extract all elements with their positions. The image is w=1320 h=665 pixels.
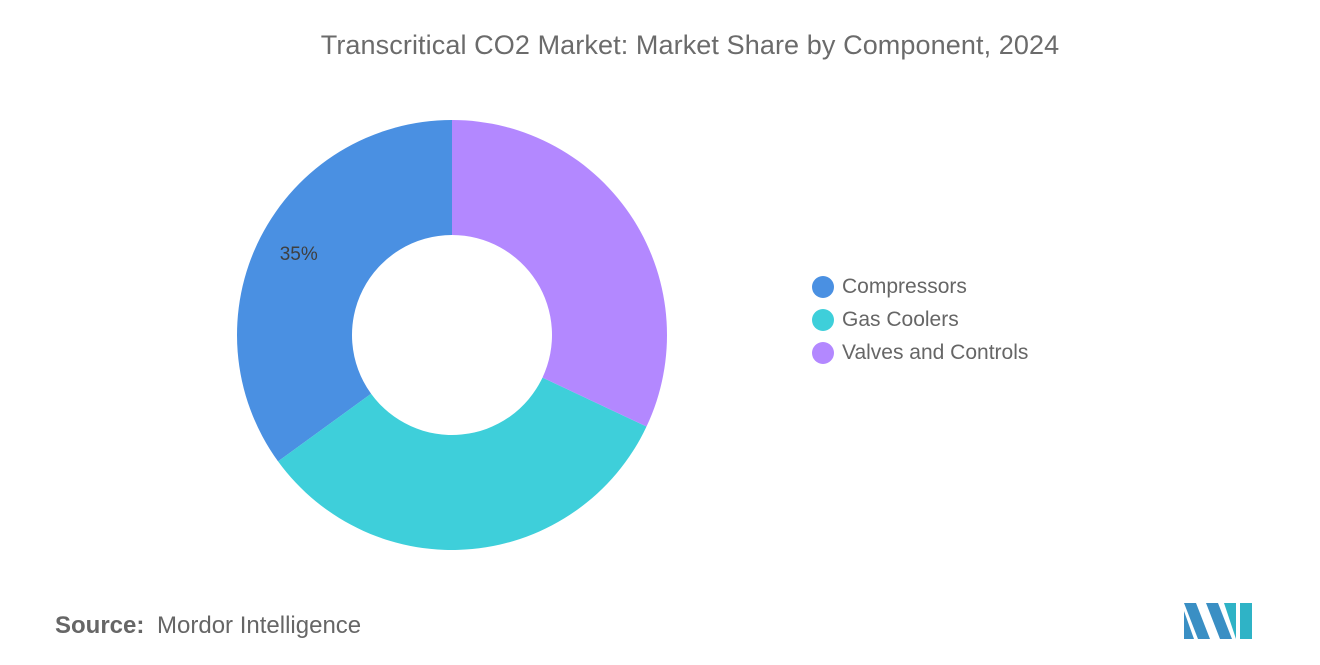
legend-swatch-gas-coolers bbox=[812, 308, 834, 331]
source-prefix: Source: bbox=[55, 612, 145, 639]
legend-swatch-valves-and-controls bbox=[812, 341, 834, 364]
slice-compressors bbox=[236, 120, 452, 462]
data-label-compressors: 35% bbox=[280, 244, 318, 265]
legend-swatch-compressors bbox=[812, 275, 834, 298]
legend-label-valves-and-controls: Valves and Controls bbox=[842, 340, 1029, 364]
mordor-intelligence-logo-icon bbox=[1184, 603, 1252, 639]
legend-item-gas-coolers: Gas Coolers bbox=[812, 303, 1028, 336]
legend-item-compressors: Compressors bbox=[812, 270, 1028, 303]
legend-label-compressors: Compressors bbox=[842, 274, 967, 298]
chart-title: Transcritical CO2 Market: Market Share b… bbox=[320, 30, 1060, 60]
slice-gas-coolers bbox=[278, 377, 647, 551]
source-text: Mordor Intelligence bbox=[157, 612, 362, 639]
source-note: Source: Mordor Intelligence bbox=[55, 612, 361, 640]
chart-legend: Compressors Gas Coolers Valves and Contr… bbox=[812, 270, 1028, 369]
legend-item-valves-and-controls: Valves and Controls bbox=[812, 336, 1028, 369]
legend-label-gas-coolers: Gas Coolers bbox=[842, 307, 959, 331]
donut-chart: 35% bbox=[236, 120, 667, 551]
slice-valves-and-controls bbox=[452, 120, 667, 427]
